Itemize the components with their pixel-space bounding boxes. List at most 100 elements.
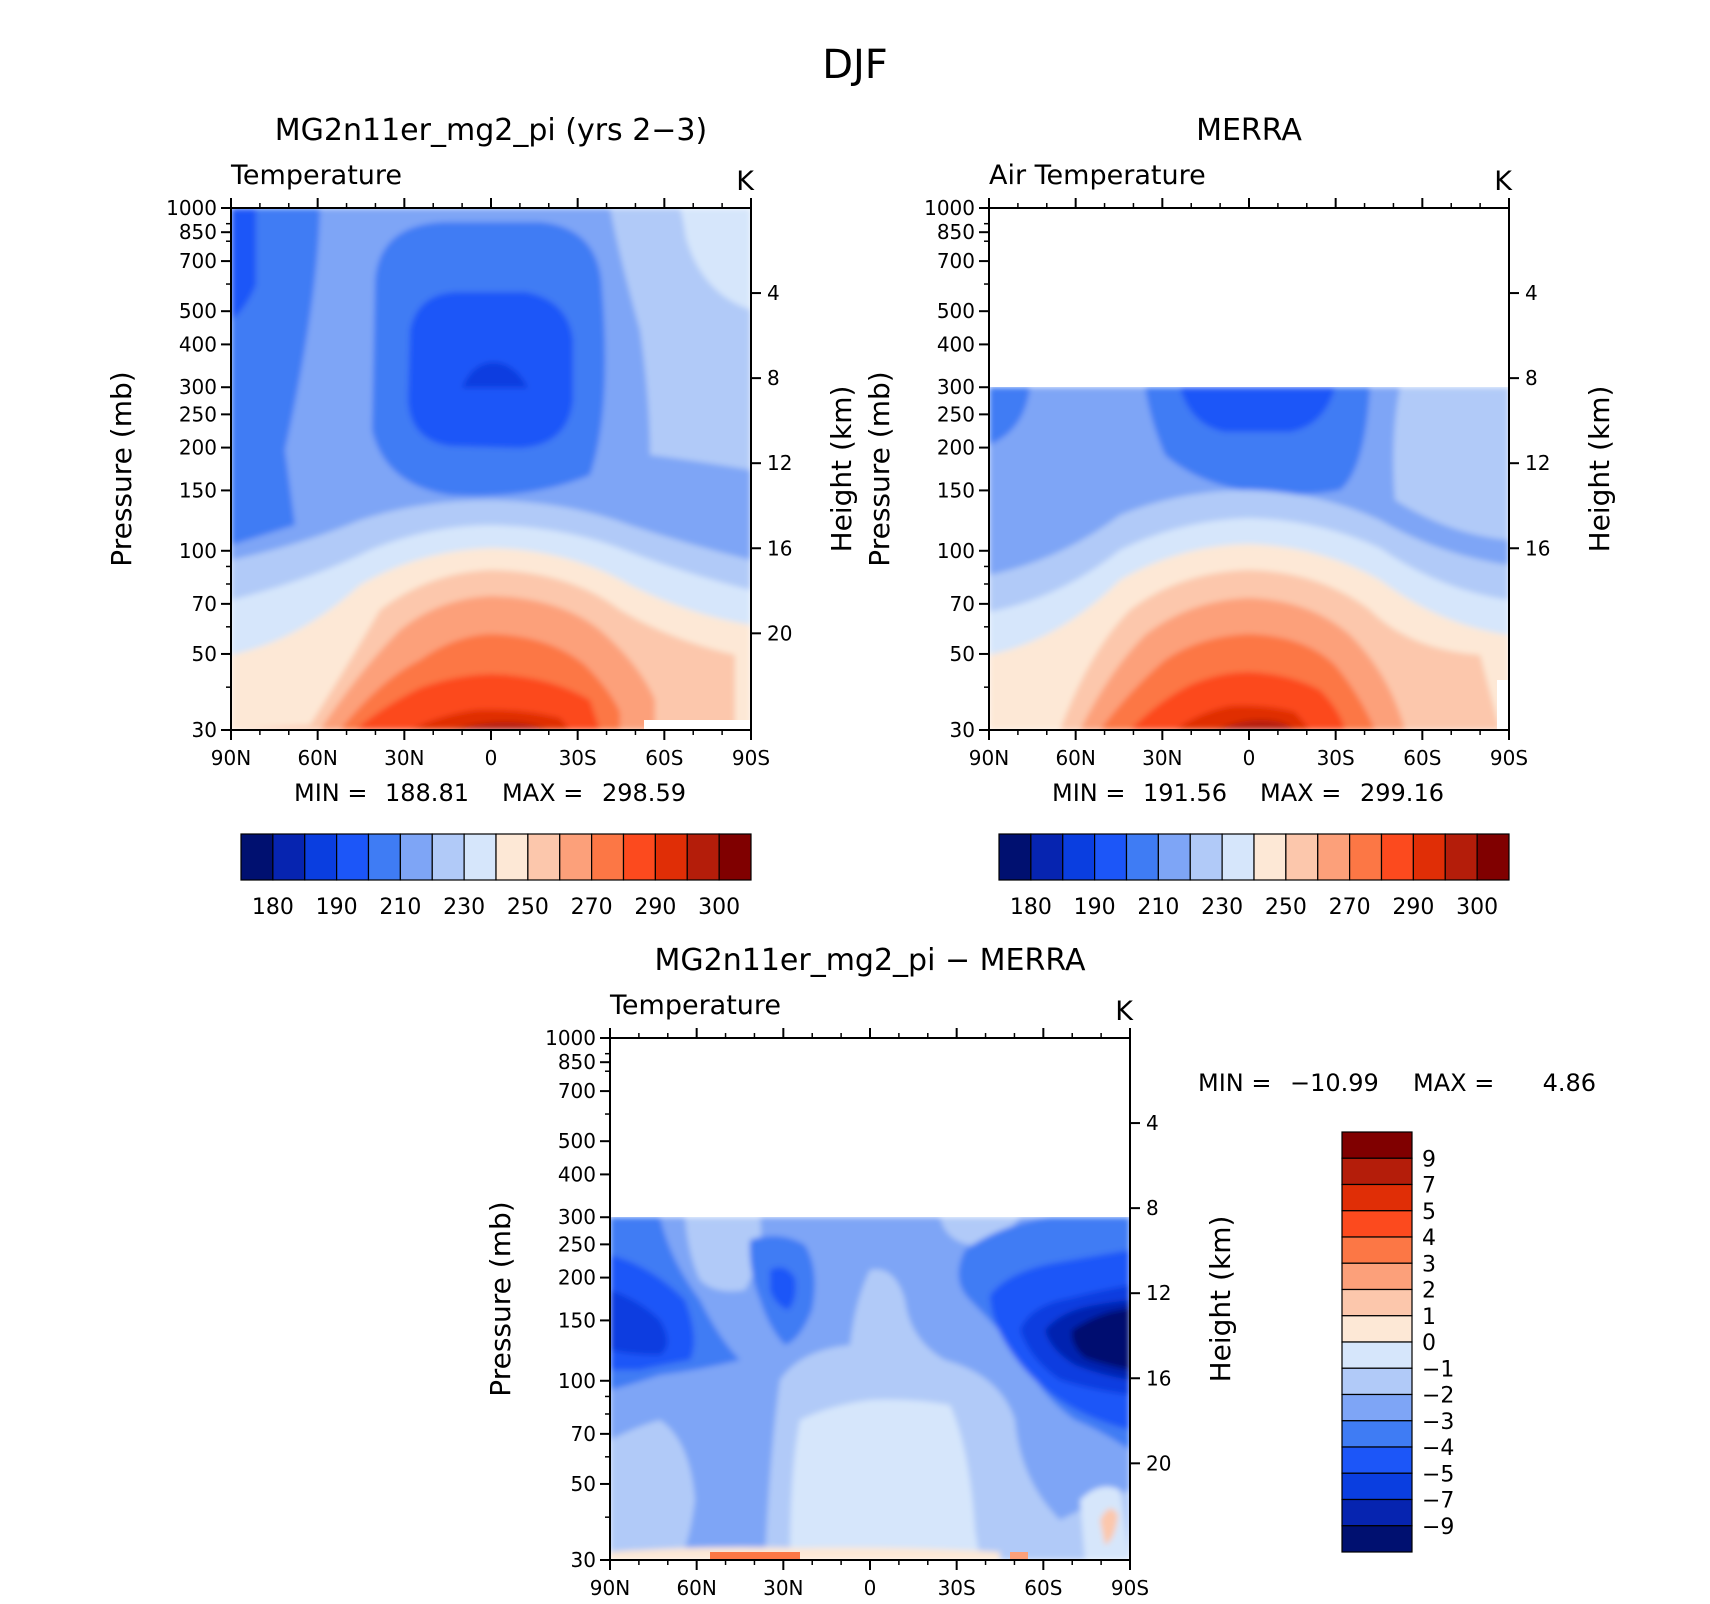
x-tick-label: 90N (211, 746, 251, 770)
colorbar-box (1253, 833, 1287, 881)
y-right-axis-label: Height (km) (1204, 1216, 1237, 1383)
y-tick-label: 50 (571, 1472, 596, 1496)
y-tick-label: 150 (937, 478, 975, 502)
x-tick-label: 60N (1055, 746, 1095, 770)
y-tick-label: 700 (937, 249, 975, 273)
colorbar-box (495, 833, 529, 881)
contour-fill (231, 208, 256, 320)
colorbar-label: −5 (1422, 1462, 1454, 1487)
colorbar-box (998, 833, 1032, 881)
contour-fill (989, 387, 1030, 445)
panel-diff-contours (610, 1038, 1130, 1560)
missing-data-area (610, 1038, 1130, 1217)
x-tick-label: 0 (864, 1576, 877, 1600)
colorbar-box (1341, 1157, 1413, 1186)
y-tick-label: 200 (179, 436, 217, 460)
y-tick-label: 150 (558, 1308, 596, 1332)
panel-model-max-label: MAX = (502, 779, 583, 807)
colorbar-label: 2 (1422, 1279, 1436, 1304)
colorbar-box (431, 833, 465, 881)
y-tick-label: 300 (937, 375, 975, 399)
x-tick-label: 90S (1490, 746, 1528, 770)
y-right-tick-label: 8 (1146, 1196, 1159, 1220)
panel-merra-max-label: MAX = (1260, 779, 1341, 807)
y-right-tick-label: 4 (1525, 281, 1538, 305)
y-tick-label: 30 (192, 718, 217, 742)
panel-model-contours (231, 208, 751, 730)
y-tick-label: 50 (192, 642, 217, 666)
colorbar-label: −2 (1422, 1384, 1454, 1409)
contour-fill (770, 1267, 796, 1310)
panel-diff-subtitle: Temperature (609, 990, 781, 1021)
colorbar-label: 250 (507, 895, 549, 920)
colorbar-box (240, 833, 274, 881)
y-right-axis-label: Height (km) (1583, 386, 1616, 553)
contour-fill (1180, 387, 1335, 432)
contour-fill (610, 1547, 1000, 1560)
x-tick-label: 90N (969, 746, 1009, 770)
x-tick-label: 0 (1243, 746, 1256, 770)
colorbar-box (1221, 833, 1255, 881)
contour-fill (790, 1399, 980, 1560)
panel-merra-units: K (1494, 166, 1513, 197)
colorbar-label: 180 (1010, 895, 1052, 920)
y-tick-label: 700 (179, 249, 217, 273)
y-right-tick-label: 16 (1146, 1366, 1171, 1390)
colorbar-box (367, 833, 401, 881)
y-axis-label: Pressure (mb) (863, 371, 896, 566)
colorbar-box (686, 833, 720, 881)
colorbar-box (1341, 1210, 1413, 1238)
panel-diff-max-value: 4.86 (1543, 1069, 1596, 1097)
contour-fill (462, 362, 528, 388)
y-tick-label: 1000 (924, 196, 975, 220)
y-tick-label: 70 (950, 592, 975, 616)
colorbar-label: −3 (1422, 1410, 1454, 1435)
colorbar-box (1285, 833, 1319, 881)
panel-merra-title: MERRA (1196, 113, 1302, 148)
colorbar-box (622, 833, 656, 881)
colorbar-box (1341, 1131, 1413, 1159)
figure-title: DJF (822, 42, 888, 88)
colorbar-box (1341, 1420, 1413, 1448)
panel-model-title: MG2n11er_mg2_pi (yrs 2−3) (275, 113, 707, 148)
y-right-tick-label: 4 (767, 281, 780, 305)
y-right-tick-label: 8 (1525, 366, 1538, 390)
panel-merra: MERRA Air Temperature K (863, 113, 1616, 920)
x-tick-label: 30N (1142, 746, 1182, 770)
colorbar-box (463, 833, 497, 881)
colorbar-label: −7 (1422, 1489, 1454, 1514)
y-right-tick-label: 4 (1146, 1111, 1159, 1135)
x-tick-label: 30N (763, 1576, 803, 1600)
colorbar-box (1062, 833, 1096, 881)
colorbar-box (1341, 1341, 1413, 1369)
contour-fill (610, 1290, 668, 1355)
colorbar-box (1341, 1446, 1413, 1474)
y-tick-label: 250 (937, 402, 975, 426)
missing-data-area (989, 208, 1509, 387)
y-tick-label: 850 (558, 1050, 596, 1074)
missing-data-area (644, 720, 751, 730)
x-tick-label: 30S (1317, 746, 1355, 770)
y-tick-label: 300 (558, 1205, 596, 1229)
contour-fill (1393, 387, 1509, 540)
colorbar-box (1341, 1498, 1413, 1527)
contour-fill (450, 722, 550, 730)
colorbar-box (1341, 1262, 1413, 1291)
panel-diff-title: MG2n11er_mg2_pi − MERRA (655, 943, 1086, 978)
panel-diff-axes: 305070100150200250300400500700850100090N… (484, 1026, 1237, 1600)
colorbar-box (1444, 833, 1478, 881)
panel-merra-min-label: MIN = (1052, 779, 1125, 807)
panel-diff-max-label: MAX = (1413, 1069, 1494, 1097)
colorbar-label: 0 (1422, 1331, 1436, 1356)
x-tick-label: 90S (1111, 1576, 1149, 1600)
contour-fill (1100, 1508, 1118, 1545)
colorbar-box (559, 833, 593, 881)
panel-model: MG2n11er_mg2_pi (yrs 2−3) Temperature K (105, 113, 858, 920)
x-tick-label: 30N (384, 746, 424, 770)
colorbar-label: 190 (316, 895, 358, 920)
panel-diff-min-label: MIN = (1198, 1069, 1271, 1097)
y-right-tick-label: 16 (767, 536, 792, 560)
y-tick-label: 70 (192, 592, 217, 616)
x-tick-label: 30S (559, 746, 597, 770)
